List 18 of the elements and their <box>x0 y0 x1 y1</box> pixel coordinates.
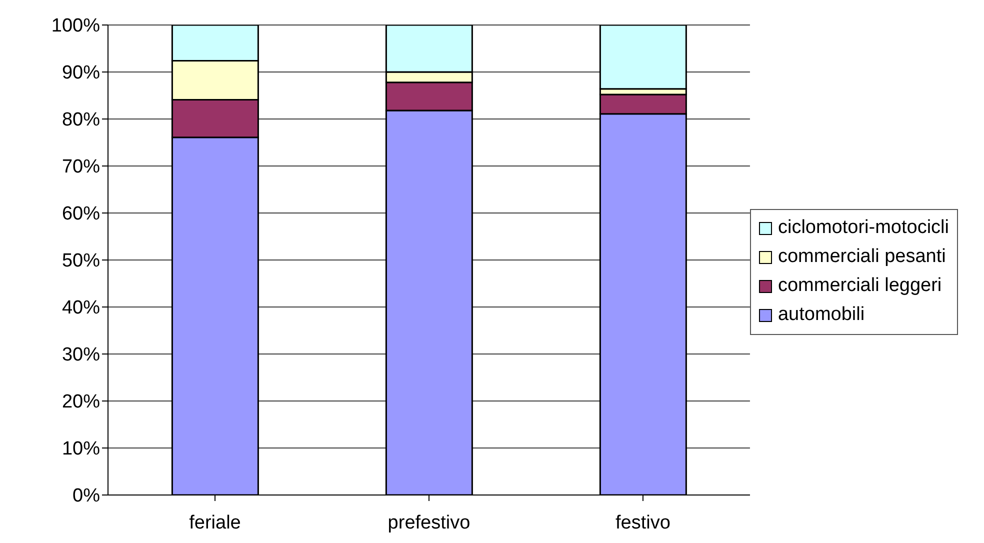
y-tick-label: 70% <box>62 156 100 178</box>
y-tick-label: 90% <box>62 62 100 84</box>
legend-label: automobili <box>778 304 865 326</box>
x-tick-label: feriale <box>189 512 241 534</box>
y-tick-label: 40% <box>62 298 100 319</box>
y-tick-label: 0% <box>72 486 100 507</box>
y-tick-label: 100% <box>51 16 100 37</box>
y-tick-label: 80% <box>62 110 100 131</box>
x-tick-label: prefestivo <box>388 512 470 534</box>
y-tick-label: 60% <box>62 204 100 225</box>
y-tick-label: 30% <box>62 344 100 366</box>
y-tick-label: 10% <box>62 438 100 460</box>
legend-label: ciclomotori-motocicli <box>778 217 949 239</box>
legend-label: commerciali pesanti <box>778 246 946 268</box>
y-tick-label: 20% <box>62 392 100 413</box>
legend-label: commerciali leggeri <box>778 275 942 297</box>
y-tick-label: 50% <box>62 250 100 272</box>
x-tick-label: festivo <box>616 512 670 534</box>
